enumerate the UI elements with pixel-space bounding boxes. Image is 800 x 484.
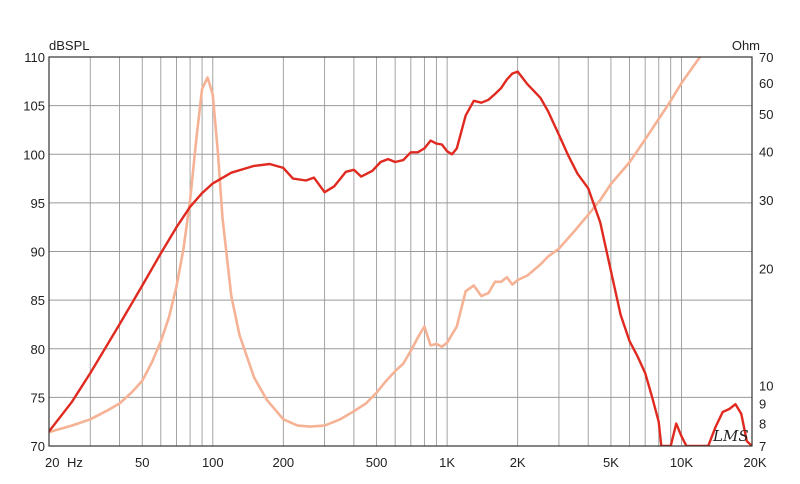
spl-curve [49,70,752,446]
curves [49,57,752,446]
x-tick-label: 20K [743,455,766,470]
y-right-tick-label: 20 [759,262,773,277]
y-right-tick-label: 60 [759,76,773,91]
x-tick-label: 200 [272,455,294,470]
x-unit-label: Hz [67,455,83,470]
y-left-tick-label: 70 [31,439,45,454]
y-right-tick-label: 8 [759,416,766,431]
y-left-tick-label: 100 [23,147,45,162]
y-left-tick-label: 75 [31,390,45,405]
y-left-tick-label: 95 [31,196,45,211]
right-tick-labels: 7 8 9 10 20 30 40 50 60 70 [759,50,773,454]
y-right-tick-label: 70 [759,50,773,65]
y-right-tick-label: 40 [759,145,773,160]
x-tick-label: 100 [202,455,224,470]
x-tick-label: 50 [135,455,149,470]
y-right-tick-label: 7 [759,439,766,454]
y-right-axis-label: Ohm [732,38,760,53]
x-tick-label: 10K [670,455,693,470]
y-left-tick-label: 80 [31,342,45,357]
y-left-tick-label: 90 [31,245,45,260]
left-tick-labels: 70 75 80 85 90 95 100 105 110 [23,50,45,454]
y-left-axis-label: dBSPL [49,38,89,53]
impedance-curve [49,57,702,434]
grid-lines [49,57,752,446]
x-tick-label: 500 [366,455,388,470]
y-right-tick-label: 30 [759,193,773,208]
brand-signature: LMS [712,427,749,445]
x-tick-label: 5K [603,455,619,470]
x-tick-label: 2K [510,455,526,470]
x-tick-labels: 20 50 100 200 500 1K 2K 5K 10K 20K [45,455,767,470]
x-tick-label: 1K [439,455,455,470]
x-tick-label: 20 [45,455,59,470]
y-right-tick-label: 9 [759,397,766,412]
y-right-tick-label: 10 [759,379,773,394]
y-left-tick-label: 110 [24,50,45,65]
y-left-tick-label: 105 [23,99,45,114]
plot-frame [48,56,753,447]
y-right-tick-label: 50 [759,107,773,122]
y-left-tick-label: 85 [31,293,45,308]
